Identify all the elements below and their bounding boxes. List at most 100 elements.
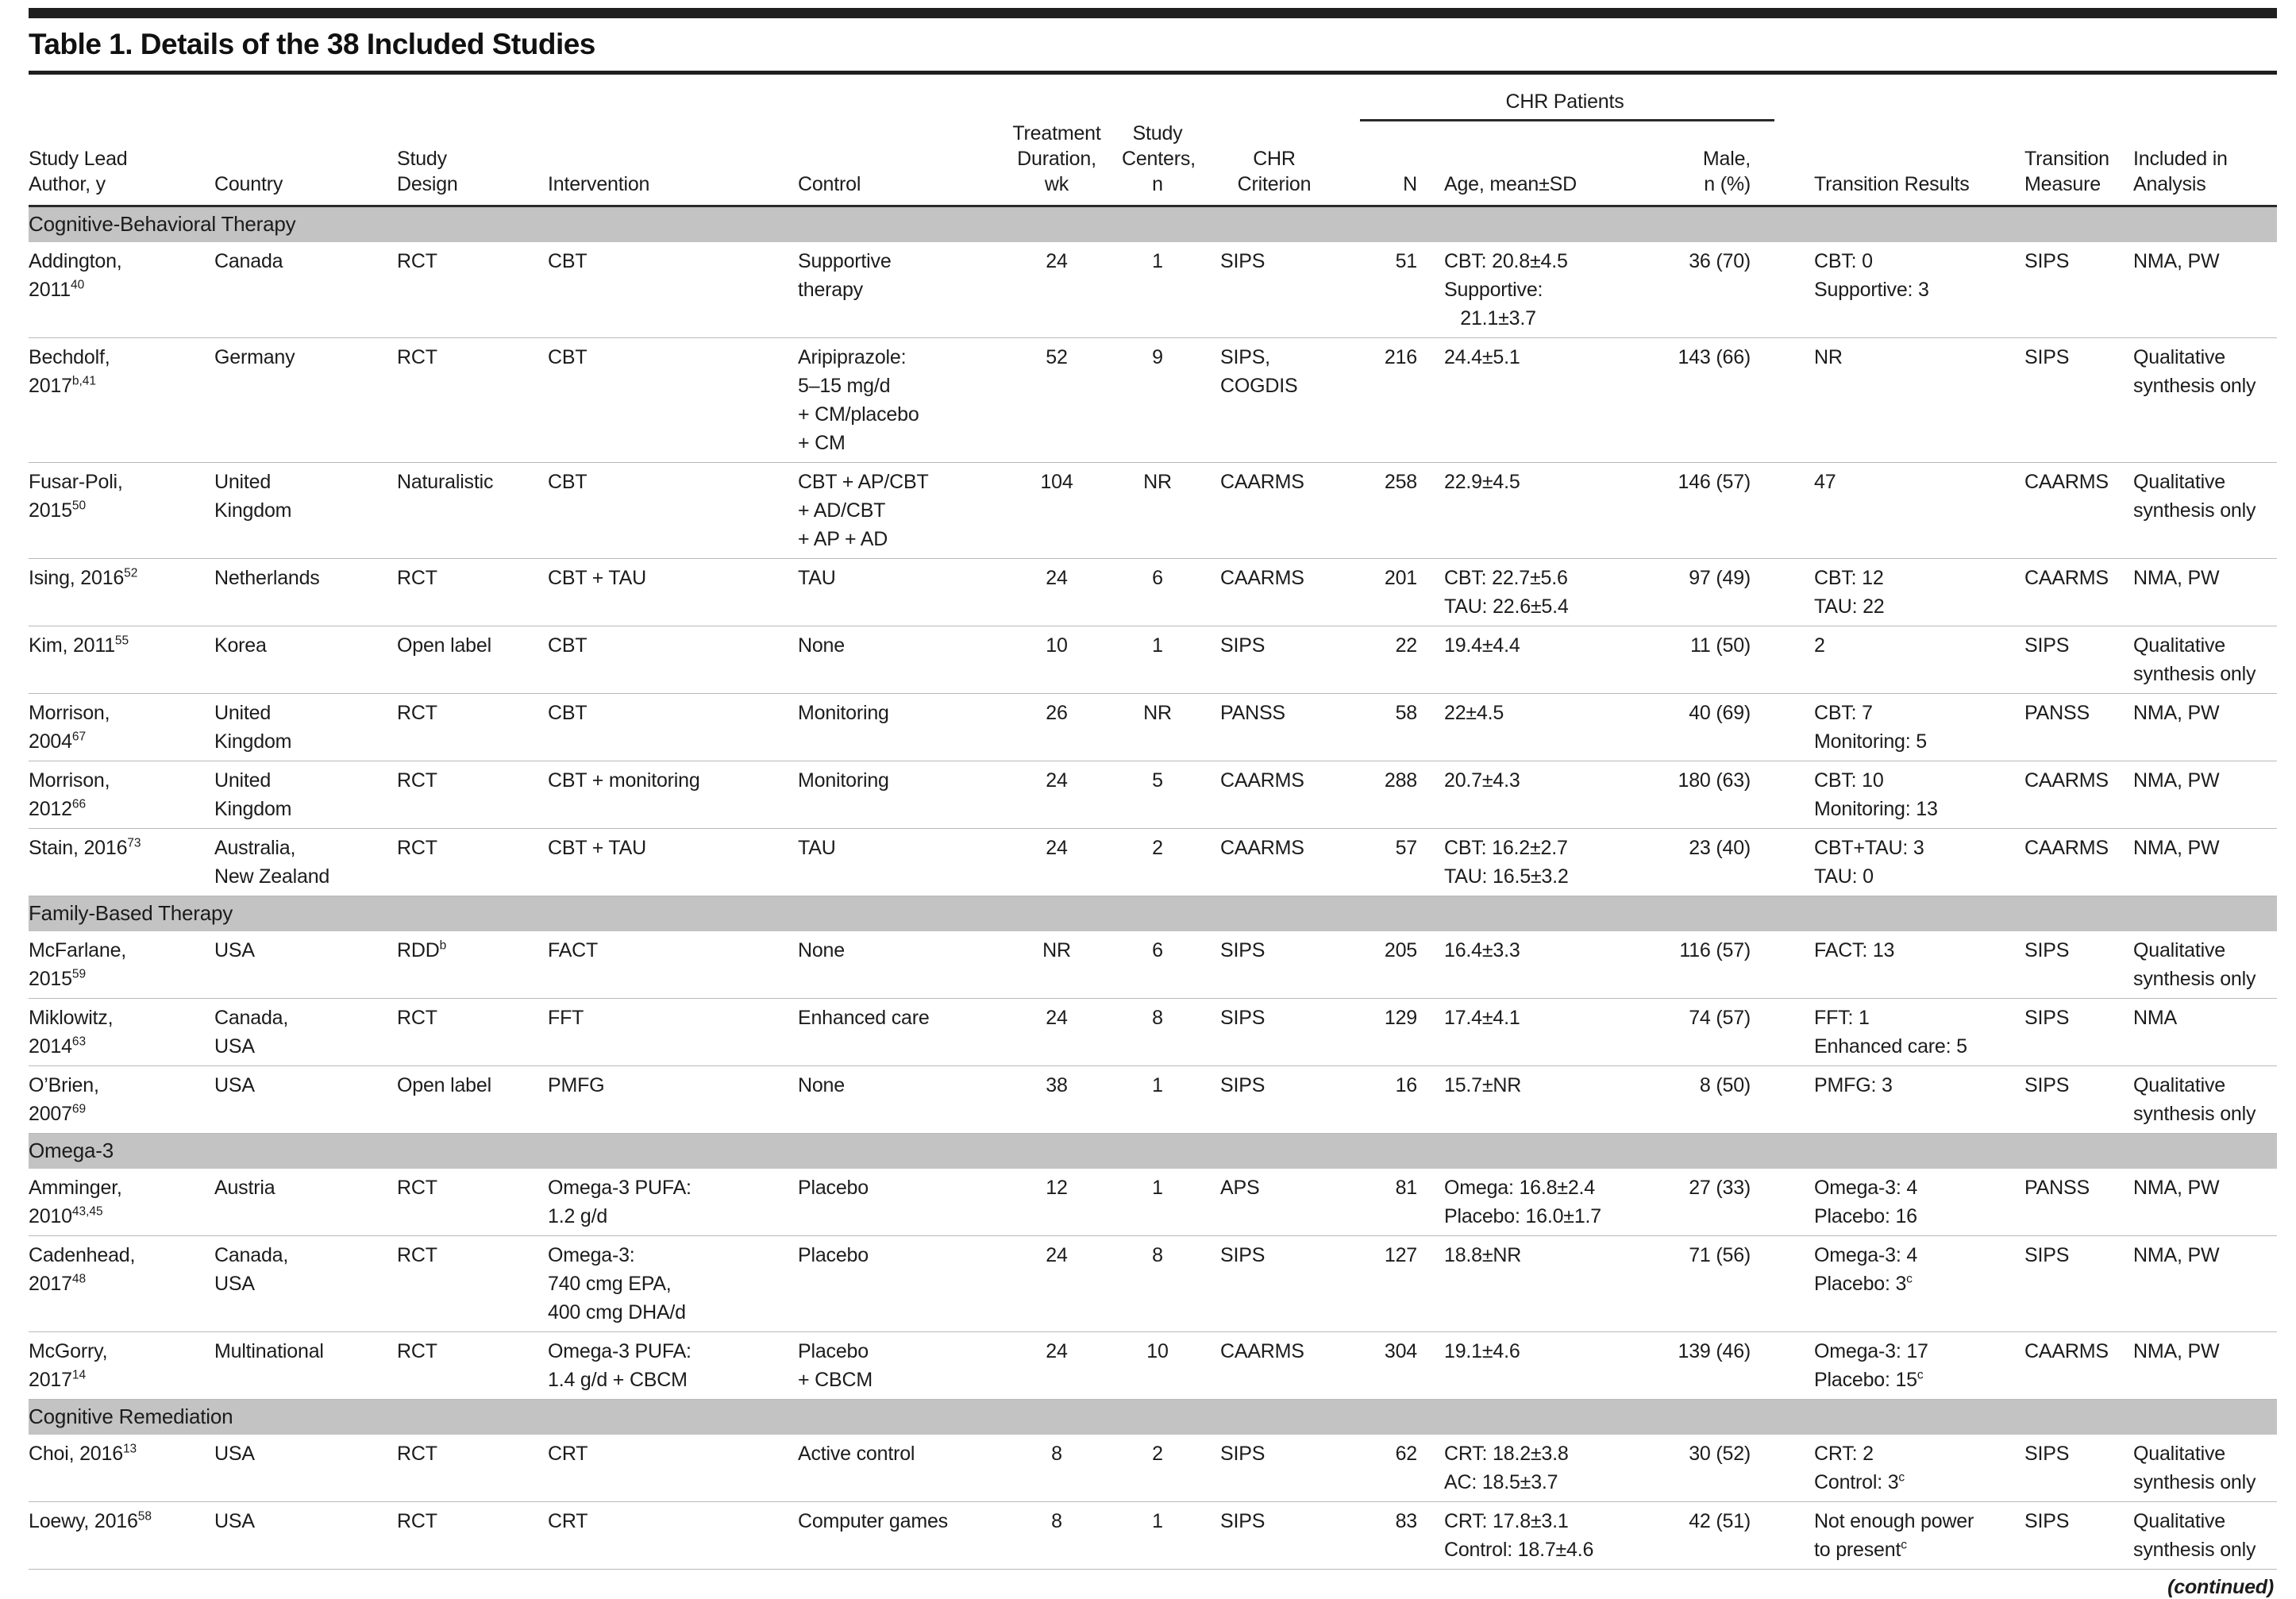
cell-author: Stain, 201673 [29,828,214,896]
cell-transition-results: Omega-3: 4 Placebo: 3c [1774,1235,1990,1332]
cell-included-in-analysis: NMA, PW [2124,1168,2278,1236]
cell-transition-results: NR [1774,337,1990,463]
cell-control: None [798,626,1011,694]
cell-male: 42 (51) [1678,1501,1775,1570]
cell-duration: 24 [1011,241,1122,338]
table-body: Cognitive-Behavioral Therapy Addington, 2… [29,206,2278,1570]
cell-transition-measure: SIPS [1989,241,2125,338]
table-row: Morrison, 200467 United Kingdom RCT CBT Moni… [29,693,2278,761]
col-header-transition-measure: Transition Measure [1989,120,2125,207]
cell-country: Germany [214,337,397,463]
cell-intervention: PMFG [548,1065,798,1134]
cell-transition-results: FFT: 1 Enhanced care: 5 [1774,998,1990,1066]
cell-male: 116 (57) [1678,931,1775,999]
cell-criterion: SIPS [1201,626,1360,694]
table-row: Kim, 201155 Korea Open label CBT None 10 1 SIPS… [29,626,2278,694]
cell-centers: 1 [1122,241,1201,338]
cell-n: 62 [1360,1434,1423,1502]
cell-centers: 2 [1122,1434,1201,1502]
cell-included-in-analysis: Qualitative synthesis only [2124,1434,2278,1502]
cell-design: RCT [397,828,548,896]
cell-criterion: SIPS [1201,1501,1360,1570]
cell-included-in-analysis: Qualitative synthesis only [2124,1065,2278,1134]
cell-included-in-analysis: Qualitative synthesis only [2124,931,2278,999]
cell-transition-results: Omega-3: 4 Placebo: 16 [1774,1168,1990,1236]
table-row: Stain, 201673 Australia, New Zealand RCT CB… [29,828,2278,896]
cell-centers: 1 [1122,1065,1201,1134]
cell-n: 81 [1360,1168,1423,1236]
cell-duration: 104 [1011,462,1122,559]
cell-duration: 26 [1011,693,1122,761]
cell-transition-measure: SIPS [1989,1501,2125,1570]
cell-duration: 24 [1011,558,1122,626]
col-header-age-mean-sd: Age, mean±SD [1423,120,1678,207]
cell-design: RCT [397,1331,548,1400]
cell-author: Amminger, 201043,45 [29,1168,214,1236]
cell-centers: 6 [1122,558,1201,626]
cell-control: Placebo + CBCM [798,1331,1011,1400]
table-row: McGorry, 201714 Multinational RCT Omega-3 P… [29,1331,2278,1400]
cell-criterion: SIPS [1201,998,1360,1066]
cell-intervention: CBT [548,626,798,694]
table-header: CHR Patients Study Lead Author, y Countr… [29,78,2278,207]
cell-transition-results: CRT: 2 Control: 3c [1774,1434,1990,1502]
table-row: Bechdolf, 2017b,41 Germany RCT CBT Aripipraz… [29,337,2278,463]
cell-control: Active control [798,1434,1011,1502]
cell-included-in-analysis: NMA, PW [2124,828,2278,896]
cell-criterion: CAARMS [1201,828,1360,896]
cell-country: Multinational [214,1331,397,1400]
cell-transition-results: PMFG: 3 [1774,1065,1990,1134]
cell-author: Bechdolf, 2017b,41 [29,337,214,463]
cell-criterion: SIPS, COGDIS [1201,337,1360,463]
cell-design: RCT [397,1168,548,1236]
table-row: Loewy, 201658 USA RCT CRT Computer games 8 1 SI… [29,1501,2278,1570]
cell-transition-results: CBT: 10 Monitoring: 13 [1774,761,1990,829]
cell-age: 15.7±NR [1423,1065,1678,1134]
cell-transition-measure: CAARMS [1989,1331,2125,1400]
cell-centers: NR [1122,462,1201,559]
section-label: Family-Based Therapy [29,896,2278,931]
cell-centers: 6 [1122,931,1201,999]
cell-age: CRT: 18.2±3.8 AC: 18.5±3.7 [1423,1434,1678,1502]
cell-duration: 8 [1011,1434,1122,1502]
title-rule [29,71,2277,75]
col-header-n: N [1360,120,1423,207]
cell-age: 18.8±NR [1423,1235,1678,1332]
cell-male: 71 (56) [1678,1235,1775,1332]
cell-criterion: SIPS [1201,1434,1360,1502]
table-row: Addington, 201140 Canada RCT CBT Supportive … [29,241,2278,338]
table-row: Choi, 201613 USA RCT CRT Active control 8 2 SIP… [29,1434,2278,1502]
cell-age: 16.4±3.3 [1423,931,1678,999]
cell-centers: 8 [1122,1235,1201,1332]
cell-n: 201 [1360,558,1423,626]
cell-transition-measure: PANSS [1989,693,2125,761]
cell-n: 83 [1360,1501,1423,1570]
cell-country: Canada, USA [214,998,397,1066]
cell-age: 19.4±4.4 [1423,626,1678,694]
cell-male: 139 (46) [1678,1331,1775,1400]
cell-intervention: CRT [548,1501,798,1570]
cell-male: 36 (70) [1678,241,1775,338]
section-row: Cognitive Remediation [29,1399,2278,1435]
cell-country: USA [214,1434,397,1502]
cell-author: Ising, 201652 [29,558,214,626]
cell-country: United Kingdom [214,761,397,829]
cell-n: 288 [1360,761,1423,829]
cell-n: 16 [1360,1065,1423,1134]
cell-transition-results: CBT: 12 TAU: 22 [1774,558,1990,626]
col-header-male-n-pct: Male, n (%) [1678,120,1775,207]
cell-transition-measure: CAARMS [1989,761,2125,829]
cell-author: Cadenhead, 201748 [29,1235,214,1332]
cell-transition-results: CBT: 7 Monitoring: 5 [1774,693,1990,761]
cell-age: CBT: 20.8±4.5 Supportive: 21.1±3.7 [1423,241,1678,338]
cell-male: 40 (69) [1678,693,1775,761]
col-header-study-lead-author: Study Lead Author, y [29,120,214,207]
cell-included-in-analysis: NMA, PW [2124,1235,2278,1332]
cell-design: RCT [397,1235,548,1332]
studies-table: CHR Patients Study Lead Author, y Countr… [29,78,2278,1570]
cell-centers: 10 [1122,1331,1201,1400]
cell-male: 27 (33) [1678,1168,1775,1236]
cell-age: Omega: 16.8±2.4 Placebo: 16.0±1.7 [1423,1168,1678,1236]
cell-design: RCT [397,337,548,463]
